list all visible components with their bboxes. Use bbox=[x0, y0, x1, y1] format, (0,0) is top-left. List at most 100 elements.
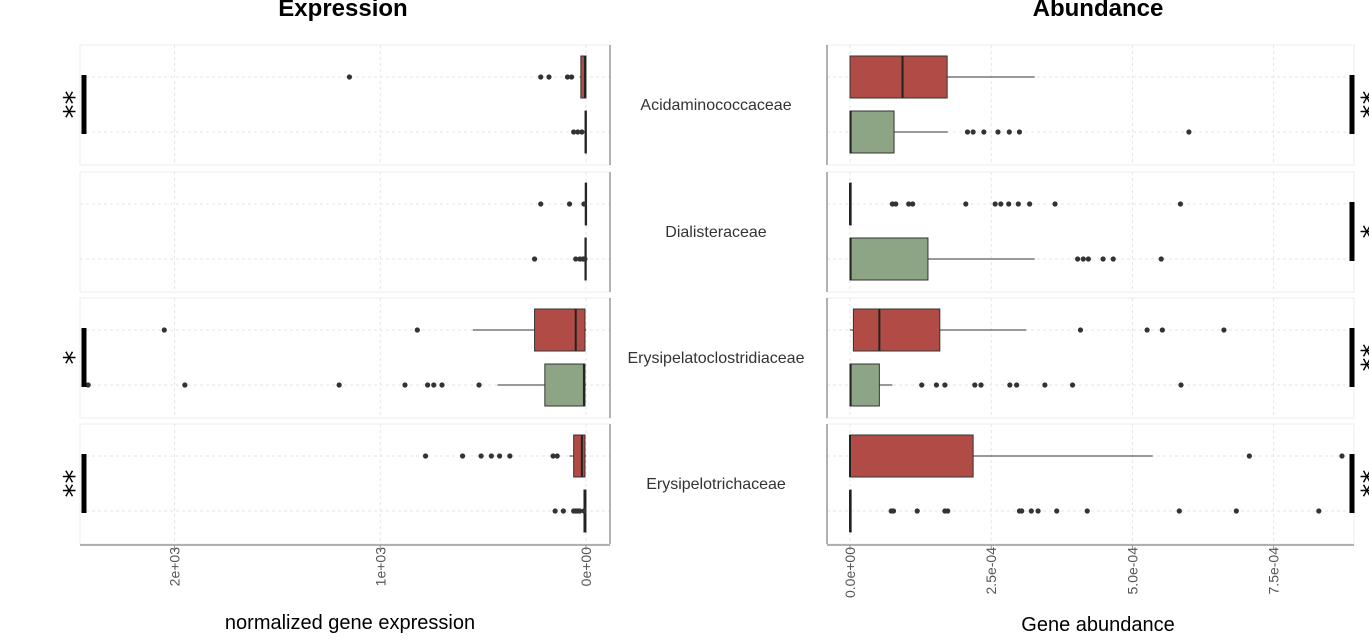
box-iqr bbox=[573, 434, 586, 478]
family-labels: Acidaminococcaceae Dialisteraceae Erysipel… bbox=[628, 97, 805, 493]
expression-box-erysipelotrichaceae-case bbox=[422, 434, 586, 478]
outlier-point bbox=[1246, 453, 1252, 459]
outlier-point bbox=[1339, 453, 1345, 459]
outlier-point bbox=[552, 508, 558, 514]
outlier-point bbox=[1035, 508, 1041, 514]
expression-box-erysipelatoclostridiaceae-case bbox=[161, 308, 586, 352]
outlier-point bbox=[554, 453, 560, 459]
outlier-point bbox=[161, 327, 167, 333]
box-iqr bbox=[580, 55, 587, 99]
outlier-point bbox=[942, 382, 948, 388]
outlier-point bbox=[546, 74, 552, 80]
abundance-significance-stars: ** bbox=[1346, 91, 1369, 119]
outlier-point bbox=[1110, 256, 1116, 262]
outlier-point bbox=[577, 508, 583, 514]
abundance-significance-stars: * bbox=[1346, 225, 1369, 239]
outlier-point bbox=[933, 382, 940, 388]
outlier-point bbox=[581, 201, 587, 207]
box-iqr bbox=[849, 363, 880, 407]
outlier-point bbox=[1075, 256, 1081, 262]
expression-significance-stars: * bbox=[58, 351, 91, 365]
family-label-erysipelatoclostridiaceae: Erysipelatoclostridiaceae bbox=[628, 350, 805, 367]
outlier-point bbox=[1016, 129, 1023, 135]
outlier-point bbox=[581, 508, 587, 514]
outlier-point bbox=[85, 382, 91, 388]
outlier-point bbox=[550, 453, 556, 459]
abundance-significance-stars: ** bbox=[1346, 344, 1369, 372]
box-iqr bbox=[849, 237, 929, 281]
outlier-point bbox=[507, 453, 513, 459]
family-label-erysipelotrichaceae: Erysipelotrichaceae bbox=[646, 476, 786, 493]
outlier-point bbox=[1015, 201, 1021, 207]
family-label-acidaminococcaceae: Acidaminococcaceae bbox=[640, 97, 791, 114]
outlier-point bbox=[575, 129, 581, 135]
outlier-point bbox=[1177, 201, 1184, 207]
outlier-point bbox=[992, 201, 998, 207]
expression-box-erysipelatoclostridiaceae-control bbox=[85, 363, 586, 407]
box-iqr bbox=[534, 308, 586, 352]
abundance-x-tick-label: 2.5e-04 bbox=[983, 547, 999, 595]
expression-box-acidaminococcaceae-control bbox=[571, 110, 587, 154]
outlier-point bbox=[566, 201, 573, 207]
outlier-point bbox=[1144, 327, 1150, 333]
outlier-point bbox=[497, 453, 503, 459]
outlier-point bbox=[981, 129, 987, 135]
expression-box-dialisteraceae-case bbox=[538, 182, 588, 226]
abundance-panel: 0.0e+002.5e-045.0e-047.5e-04******* bbox=[826, 44, 1369, 598]
outlier-point bbox=[1014, 382, 1020, 388]
outlier-point bbox=[414, 327, 420, 333]
expression-strip-1 bbox=[79, 44, 611, 166]
outlier-point bbox=[1084, 508, 1090, 514]
box-iqr bbox=[849, 55, 948, 99]
expression-strip-4 bbox=[79, 423, 611, 545]
outlier-point bbox=[1159, 327, 1165, 333]
outlier-point bbox=[459, 453, 466, 459]
abundance-box-dialisteraceae-control bbox=[849, 237, 1164, 281]
outlier-point bbox=[560, 508, 566, 514]
outlier-point bbox=[910, 201, 916, 207]
outlier-point bbox=[972, 382, 978, 388]
expression-x-tick-label: 0e+00 bbox=[578, 547, 594, 587]
outlier-point bbox=[1006, 129, 1012, 135]
outlier-point bbox=[1080, 256, 1086, 262]
expression-x-tick-label: 2e+03 bbox=[167, 547, 183, 587]
outlier-point bbox=[1186, 129, 1192, 135]
outlier-point bbox=[182, 382, 188, 388]
outlier-point bbox=[978, 382, 984, 388]
outlier-point bbox=[1221, 327, 1227, 333]
outlier-point bbox=[919, 382, 925, 388]
outlier-point bbox=[346, 74, 353, 80]
abundance-x-tick-label: 5.0e-04 bbox=[1124, 547, 1140, 595]
outlier-point bbox=[998, 201, 1004, 207]
outlier-point bbox=[336, 382, 342, 388]
box-iqr bbox=[849, 110, 895, 154]
abundance-box-dialisteraceae-case bbox=[849, 182, 1184, 226]
outlier-point bbox=[1028, 508, 1034, 514]
abundance-box-acidaminococcaceae-case bbox=[849, 55, 1035, 99]
abundance-x-tick-label: 0.0e+00 bbox=[842, 547, 858, 598]
outlier-point bbox=[478, 453, 484, 459]
outlier-point bbox=[564, 74, 571, 80]
outlier-point bbox=[573, 256, 579, 262]
expression-title: Expression bbox=[278, 0, 407, 22]
outlier-point bbox=[890, 508, 897, 514]
outlier-point bbox=[1007, 382, 1013, 388]
family-label-dialisteraceae: Dialisteraceae bbox=[665, 224, 766, 241]
outlier-point bbox=[1233, 508, 1239, 514]
outlier-point bbox=[963, 201, 969, 207]
outlier-point bbox=[538, 74, 544, 80]
abundance-box-acidaminococcaceae-control bbox=[849, 110, 1192, 154]
outlier-point bbox=[1178, 382, 1184, 388]
box-iqr bbox=[852, 308, 941, 352]
outlier-point bbox=[1069, 382, 1076, 388]
expression-significance-stars: ** bbox=[58, 470, 91, 498]
outlier-point bbox=[1316, 508, 1322, 514]
outlier-point bbox=[964, 129, 971, 135]
expression-box-acidaminococcaceae-case bbox=[346, 55, 587, 99]
expression-strip-2 bbox=[79, 171, 611, 293]
abundance-box-erysipelotrichaceae-control bbox=[849, 489, 1322, 533]
box-iqr bbox=[544, 363, 586, 407]
outlier-point bbox=[1158, 256, 1164, 262]
outlier-point bbox=[571, 129, 577, 135]
